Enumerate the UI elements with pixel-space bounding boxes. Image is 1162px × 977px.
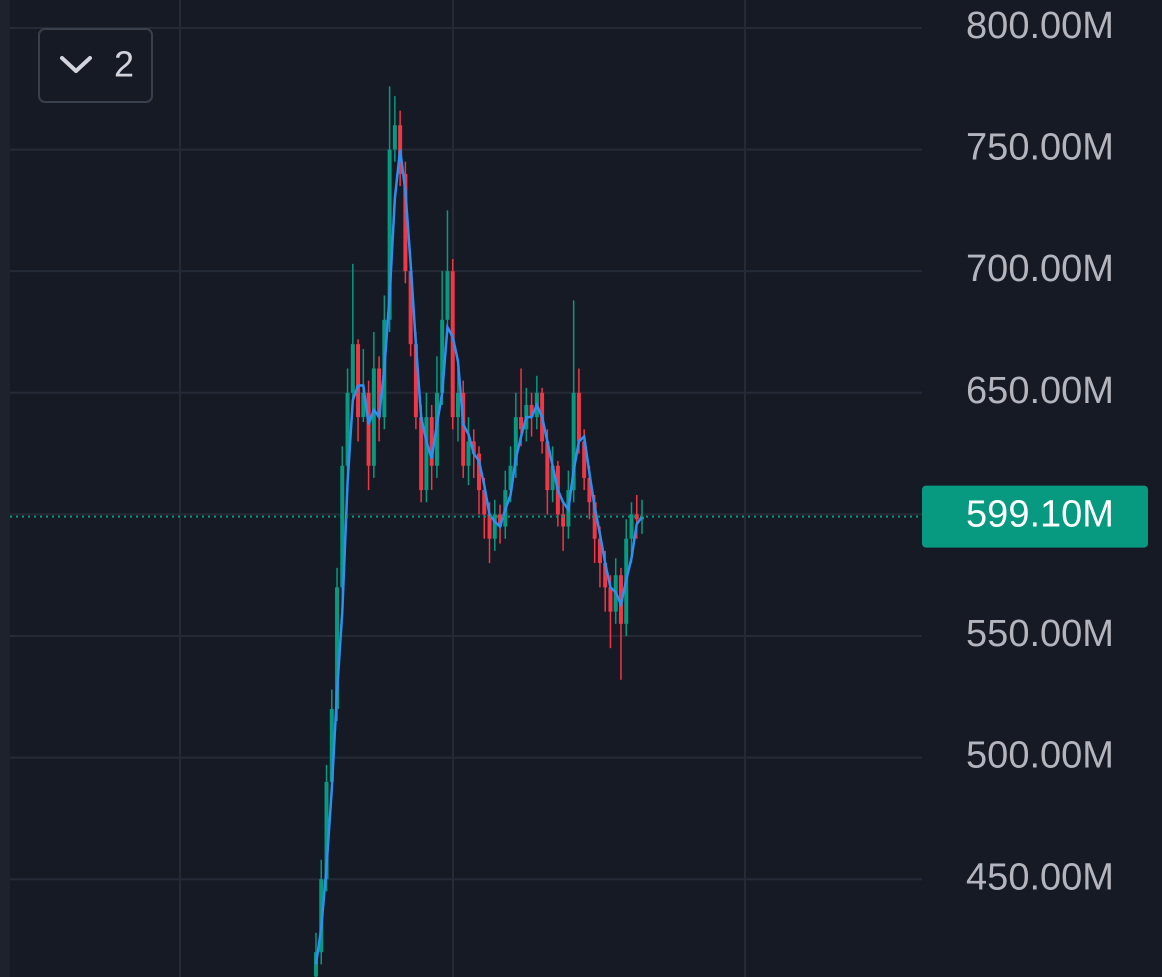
candle-body <box>408 271 413 345</box>
candle-body <box>477 453 481 491</box>
candle-body <box>413 344 418 418</box>
candle-body <box>324 781 329 880</box>
y-tick-label: 550.00M <box>966 613 1114 655</box>
candle-body <box>314 952 318 977</box>
candle-body <box>561 514 566 527</box>
last-price-box <box>922 485 1148 548</box>
toggle-box[interactable] <box>38 28 153 103</box>
candle-body <box>576 392 581 442</box>
candle-body <box>335 587 340 709</box>
moving-average <box>314 149 644 965</box>
candle-body <box>592 502 597 539</box>
candle-body <box>387 149 392 320</box>
candle-body <box>403 173 408 272</box>
y-tick-label: 500.00M <box>966 735 1114 777</box>
candle-body <box>345 392 350 466</box>
candle-body <box>482 490 487 515</box>
candle-body <box>582 441 587 478</box>
candle-body <box>450 271 455 418</box>
indicator-toggle[interactable]: 2 <box>38 28 153 103</box>
candle-body <box>366 392 371 466</box>
candle-body <box>392 125 397 150</box>
candle-body <box>492 514 497 539</box>
candle-body <box>571 392 576 491</box>
last-price-label: 599.10M <box>966 494 1114 536</box>
candle-body <box>508 465 513 491</box>
candle-body <box>629 514 634 539</box>
indicator-count: 2 <box>114 44 134 85</box>
candle-body <box>634 514 639 520</box>
plot: 599.10M <box>10 86 1148 977</box>
y-tick-label: 700.00M <box>966 248 1114 290</box>
candle-body <box>471 441 476 454</box>
candle-body <box>550 465 555 491</box>
candle-body <box>429 417 434 466</box>
y-tick-label: 750.00M <box>966 127 1114 169</box>
chevron-icon <box>60 56 92 73</box>
candle-body <box>603 563 608 588</box>
left-strip <box>0 0 10 977</box>
candle-body <box>587 477 592 503</box>
candle-body <box>529 404 534 418</box>
candle-body <box>498 514 503 527</box>
candle-body <box>445 271 450 320</box>
y-tick-label: 650.00M <box>966 370 1114 412</box>
candle-body <box>340 465 345 588</box>
candle-body <box>440 319 445 393</box>
candle-body <box>350 344 355 393</box>
candle-body <box>356 344 361 418</box>
candle-body <box>361 392 366 418</box>
candle-body <box>371 368 376 466</box>
candle-body <box>608 587 613 612</box>
candle-body <box>545 441 550 491</box>
candle-body <box>424 417 429 491</box>
candle-body <box>377 368 382 418</box>
candle-body <box>519 417 524 430</box>
candle-body <box>513 417 518 466</box>
candle-body <box>455 392 460 418</box>
grid: 450.00M500.00M550.00M600.00M650.00M700.0… <box>10 5 1114 898</box>
candle-body <box>466 441 471 466</box>
y-tick-label: 450.00M <box>966 856 1114 898</box>
candle-body <box>597 538 602 564</box>
candle-body <box>487 514 492 539</box>
candle-body <box>329 708 334 782</box>
candle-body <box>419 417 424 491</box>
y-tick-label: 800.00M <box>966 5 1114 47</box>
candle-body <box>461 392 466 466</box>
